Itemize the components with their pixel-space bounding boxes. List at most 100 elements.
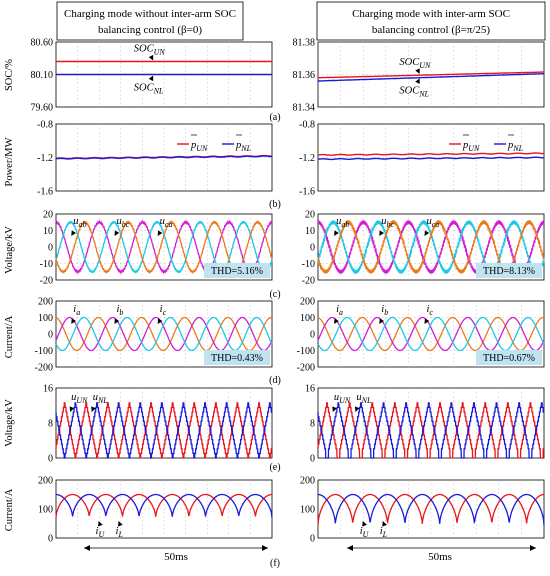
- series-arrow-i-l: [118, 521, 123, 527]
- ytick-label: 80.10: [31, 70, 54, 81]
- ytick-label: -20: [302, 276, 315, 287]
- ylabel-voltage-c: Voltage/kV: [4, 226, 15, 274]
- ytick-label: -200: [35, 363, 53, 374]
- series-arrow-u-un: [332, 406, 337, 412]
- header-right-line1: Charging mode with inter-arm SOC: [352, 8, 510, 20]
- ytick-label: -1.2: [299, 153, 315, 164]
- time-scale-left: 50ms: [84, 545, 268, 563]
- series-label-i_b: ib: [381, 304, 388, 317]
- series-arrow-i-l: [382, 521, 387, 527]
- series-arrow-u_ca: [157, 230, 163, 236]
- series-arrow-u_bc: [114, 230, 120, 236]
- chart-e-left: 16 8 0 uUN uNL: [43, 384, 273, 465]
- ytick-label: 20: [305, 210, 315, 221]
- series-arrow-i_a: [71, 318, 76, 324]
- ytick-label: 0: [48, 330, 53, 341]
- legend-label-p-un: pUN: [190, 140, 208, 153]
- ylabel-voltage-e: Voltage/kV: [4, 399, 15, 447]
- thd-label-c-left: THD=5.16%: [211, 266, 263, 277]
- ytick-label: 0: [310, 454, 315, 465]
- annotation-soc-un: SOCUN: [134, 44, 166, 57]
- header-left-line2: balancing control (β=0): [98, 24, 202, 36]
- ytick-label: 81.36: [293, 70, 316, 81]
- annotation-soc-nl: SOCNL: [399, 85, 429, 98]
- ytick-label: 100: [38, 313, 53, 324]
- thd-box-c-left: [204, 263, 270, 278]
- series-label-u-nl: uNL: [356, 392, 372, 405]
- ylabel-current-d: Current/A: [4, 315, 15, 358]
- series-label-i_a: ia: [336, 304, 343, 317]
- ytick-label: -1.2: [37, 153, 53, 164]
- thd-box-d-right: [476, 350, 542, 365]
- chart-d-right: 200 100 0 -100 -200 ia ib ic THD=0.67%: [297, 297, 545, 374]
- ytick-label: 100: [300, 313, 315, 324]
- time-scale-label-right: 50ms: [428, 551, 452, 563]
- chart-e-right: 16 8 0 uUN uNL: [305, 384, 545, 465]
- plots-layer: 80.60 80.10 79.60 SOCUN SOCNL 81.38 81.36 81.34…: [31, 38, 545, 545]
- series-label-u-nl: uNL: [93, 392, 109, 405]
- series-arrow-u-nl: [354, 406, 360, 412]
- ytick-label: 200: [300, 476, 315, 487]
- series-line-p_NL: [55, 155, 272, 160]
- series-arrow-u_ab: [334, 230, 339, 236]
- time-scale-right: 50ms: [347, 545, 536, 563]
- ytick-label: 81.38: [293, 38, 316, 49]
- ytick-label: 10: [305, 226, 315, 237]
- series-label-i_c: ic: [426, 304, 433, 317]
- ytick-label: 0: [310, 243, 315, 254]
- chart-b-right: -0.8 -1.2 -1.6 pUN pNL: [299, 120, 545, 198]
- thd-label-c-right: THD=8.13%: [483, 266, 535, 277]
- annotation-soc-nl: SOCNL: [134, 83, 164, 96]
- series-line-u_NL: [317, 402, 544, 459]
- ytick-label: 200: [38, 476, 53, 487]
- ytick-label: -100: [35, 346, 53, 357]
- chart-b-left: -0.8 -1.2 -1.6 pUN pNL: [37, 120, 273, 198]
- ylabel-current-f: Current/A: [4, 488, 15, 531]
- chart-f-left: 200 100 0 iU iL: [38, 476, 273, 545]
- series-line-p_UN: [317, 152, 544, 156]
- ytick-label: 81.34: [293, 103, 316, 114]
- panel-label-a: (a): [269, 112, 280, 123]
- series-arrow-i_a: [334, 318, 339, 324]
- arrow-soc-nl: [415, 78, 420, 84]
- chart-c-right: 20 10 0 -10 -20 uab ubc uca THD=8.13%: [302, 210, 545, 287]
- series-line-i_b: [55, 316, 273, 352]
- ytick-label: 100: [300, 505, 315, 516]
- chart-c-left: 20 10 0 -10 -20 uab ubc uca THD=5.16%: [40, 210, 273, 287]
- chart-a-right: 81.38 81.36 81.34 SOCUN SOCNL: [293, 38, 545, 114]
- series-arrow-i-u: [98, 521, 103, 527]
- header-right-line2: balancing control (β=π/25): [372, 24, 490, 36]
- annotation-soc-un: SOCUN: [399, 57, 431, 70]
- header-right: Charging mode with inter-arm SOC balanci…: [316, 1, 546, 41]
- ytick-label: -10: [302, 259, 315, 270]
- series-label-u_ab: uab: [336, 216, 349, 229]
- ytick-label: 200: [300, 297, 315, 308]
- series-arrow-u-nl: [91, 406, 96, 412]
- ytick-label: 10: [43, 226, 53, 237]
- ytick-label: -20: [40, 276, 53, 287]
- ytick-label: 0: [48, 454, 53, 465]
- series-arrow-i_b: [379, 318, 384, 324]
- ytick-label: -100: [297, 346, 315, 357]
- arrow-soc-un: [148, 54, 154, 61]
- panel-label-c: (c): [269, 289, 280, 300]
- ytick-label: -0.8: [37, 120, 53, 131]
- ytick-label: 0: [48, 243, 53, 254]
- series-arrow-i-u: [362, 521, 367, 527]
- series-line-i_b: [317, 316, 545, 352]
- series-label-u_bc: ubc: [116, 216, 129, 229]
- series-line-i_a: [317, 316, 545, 352]
- legend-label-p-nl: pNL: [507, 140, 524, 153]
- ytick-label: 100: [38, 505, 53, 516]
- ytick-label: 8: [48, 419, 53, 430]
- series-arrow-i_c: [424, 318, 430, 324]
- series-label-i_a: ia: [73, 304, 80, 317]
- panel-label-d: (d): [269, 375, 281, 386]
- arrow-soc-un: [415, 68, 420, 74]
- ylabel-soc: SOC/%: [4, 59, 15, 91]
- series-arrow-u_bc: [379, 230, 384, 236]
- series-arrow-u-un: [69, 406, 75, 412]
- arrow-soc-nl: [148, 75, 154, 82]
- series-label-u_ca: uca: [426, 216, 439, 229]
